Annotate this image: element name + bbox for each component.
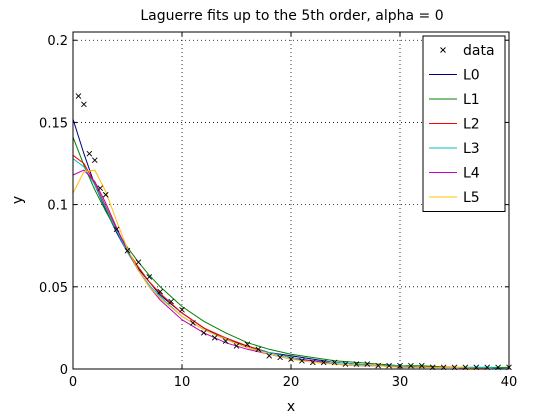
data-point xyxy=(157,288,164,295)
x-axis-label: x xyxy=(287,399,295,415)
data-point xyxy=(418,362,425,369)
x-tick-label: 30 xyxy=(392,375,409,390)
legend-label: L1 xyxy=(463,92,480,108)
data-point xyxy=(320,359,327,366)
legend-item-data: data xyxy=(440,43,495,59)
legend: data L0 L1 L2 L3 L4 L5 xyxy=(422,35,506,212)
data-markers xyxy=(75,93,512,371)
data-point xyxy=(211,334,218,341)
legend-label: L0 xyxy=(463,68,480,84)
data-point xyxy=(375,362,382,369)
legend-marker xyxy=(440,47,446,53)
data-point xyxy=(309,359,316,366)
data-point xyxy=(353,361,360,367)
data-point xyxy=(244,341,251,348)
data-point xyxy=(97,185,104,191)
data-point xyxy=(113,226,120,233)
legend-label: data xyxy=(463,43,495,59)
legend-item-l3: L3 xyxy=(429,141,480,157)
data-point xyxy=(277,354,283,361)
legend-label: L4 xyxy=(463,166,480,182)
y-tick-label: 0.2 xyxy=(47,34,68,49)
series-line-l5 xyxy=(72,169,509,370)
data-point xyxy=(81,101,87,108)
y-tick-label: 0.1 xyxy=(47,199,68,214)
grid xyxy=(73,32,509,369)
y-tick-label: 0 xyxy=(60,363,68,378)
data-point xyxy=(200,330,207,336)
data-point xyxy=(102,191,109,198)
chart-title: Laguerre fits up to the 5th order, alpha… xyxy=(140,8,443,24)
data-point xyxy=(124,247,131,254)
data-point xyxy=(342,361,349,367)
y-axis-label: y xyxy=(10,196,26,204)
data-point xyxy=(331,359,338,366)
data-point xyxy=(86,150,93,157)
data-point xyxy=(233,343,240,349)
data-point xyxy=(255,346,262,353)
data-point xyxy=(91,157,98,164)
legend-item-l5: L5 xyxy=(429,190,480,206)
legend-item-l1: L1 xyxy=(429,92,480,108)
data-point xyxy=(146,274,153,280)
data-point xyxy=(364,361,371,367)
data-point xyxy=(386,362,392,369)
y-tick-label: 0.05 xyxy=(39,281,68,296)
y-tick-label: 0.15 xyxy=(39,116,68,131)
data-point xyxy=(408,362,414,369)
data-point xyxy=(75,93,82,99)
data-point xyxy=(135,259,142,265)
x-tick-label: 40 xyxy=(501,375,518,390)
data-point xyxy=(222,338,229,344)
axis-ticks: 0 10 20 30 40 0 0.05 0.1 0.15 0.2 xyxy=(39,32,517,390)
x-tick-label: 20 xyxy=(283,375,300,390)
legend-label: L2 xyxy=(463,117,480,133)
x-tick-label: 10 xyxy=(174,375,191,390)
legend-item-l0: L0 xyxy=(429,68,480,84)
data-point xyxy=(179,307,185,313)
data-point xyxy=(266,353,273,359)
x-tick-label: 0 xyxy=(69,375,77,390)
legend-label: L5 xyxy=(463,190,480,206)
legend-item-l4: L4 xyxy=(429,166,480,182)
data-point xyxy=(190,320,196,326)
data-point xyxy=(168,298,174,305)
legend-box xyxy=(422,35,506,212)
legend-label: L3 xyxy=(463,141,480,157)
data-point xyxy=(288,356,294,362)
legend-item-l2: L2 xyxy=(429,117,480,133)
data-point xyxy=(299,357,305,364)
